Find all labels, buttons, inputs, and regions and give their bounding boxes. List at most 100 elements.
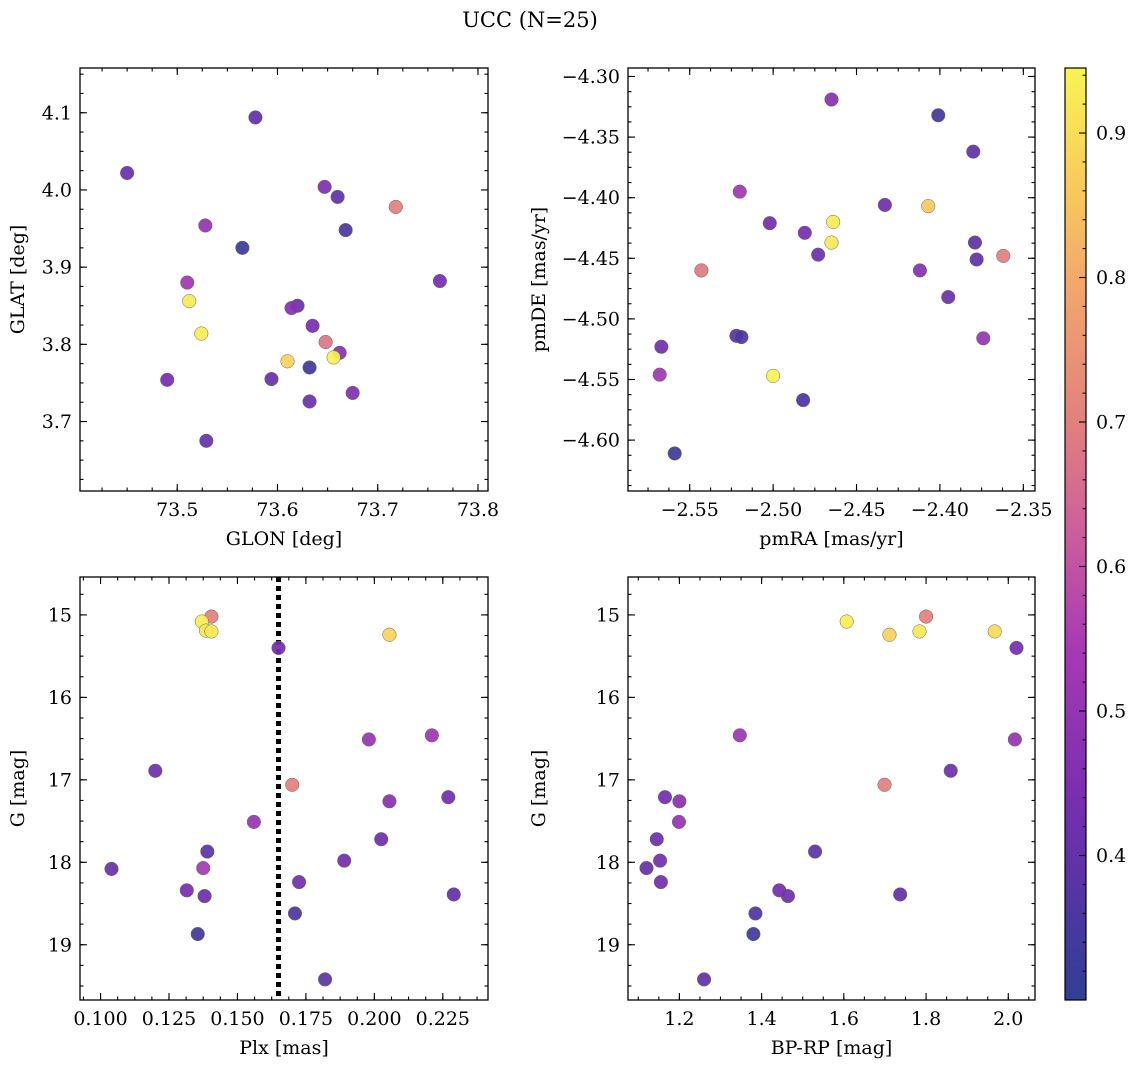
- data-point: [839, 614, 854, 629]
- data-point: [639, 861, 654, 876]
- y-tick-label: −4.50: [562, 308, 620, 330]
- y-tick-label: 17: [48, 769, 72, 791]
- data-point: [996, 248, 1011, 263]
- data-point: [441, 790, 456, 805]
- x-tick-label: 73.8: [457, 499, 499, 521]
- y-tick-label: 19: [48, 934, 72, 956]
- data-point: [424, 728, 439, 743]
- data-point: [796, 393, 811, 408]
- data-point: [160, 372, 175, 387]
- data-point: [196, 861, 211, 876]
- x-tick-label: 1.2: [664, 1008, 694, 1030]
- data-point: [432, 273, 447, 289]
- data-point: [287, 906, 303, 921]
- data-point: [305, 318, 320, 333]
- x-axis-label: pmRA [mas/yr]: [759, 528, 903, 550]
- y-tick-label: −4.55: [562, 369, 620, 391]
- data-point: [1007, 732, 1022, 747]
- data-point: [361, 732, 376, 747]
- y-tick-label: −4.30: [562, 66, 620, 88]
- x-tick-label: 0.125: [142, 1008, 196, 1030]
- y-tick-label: −4.60: [562, 430, 620, 452]
- y-tick-label: 3.8: [42, 334, 72, 356]
- x-tick-label: 1.4: [747, 1008, 777, 1030]
- panel-glon-glat: 73.5 73.6 73.7 73.8 3.7 3.8 3.9 4.0 4.1 GLON [deg…: [7, 67, 499, 550]
- data-point: [734, 330, 749, 345]
- y-tick-label: 18: [48, 852, 72, 874]
- axis-ticks: [80, 68, 488, 491]
- data-point: [694, 263, 709, 278]
- data-point: [318, 972, 333, 987]
- data-point: [877, 197, 892, 213]
- y-tick-label: 3.9: [42, 257, 72, 279]
- data-point: [182, 294, 197, 309]
- x-tick-label: 0.175: [279, 1008, 333, 1030]
- y-axis-label: pmDE [mas/yr]: [528, 207, 550, 352]
- colorbar-ticks: 0.4 0.5 0.6 0.7 0.8 0.9: [1079, 74, 1126, 1001]
- data-point: [180, 275, 195, 290]
- axis-ticks: [628, 577, 1035, 1000]
- data-point: [246, 814, 261, 829]
- data-point: [654, 339, 669, 354]
- data-point: [671, 814, 687, 829]
- data-point: [931, 108, 946, 123]
- x-tick-label: 0.200: [347, 1008, 401, 1030]
- y-axis-label: G [mag]: [528, 750, 550, 828]
- data-point: [235, 240, 250, 255]
- data-point: [943, 763, 958, 778]
- data-point: [780, 889, 795, 904]
- x-tick-label: 1.6: [829, 1008, 859, 1030]
- data-point: [197, 889, 212, 904]
- data-point: [893, 887, 908, 902]
- data-point: [826, 214, 841, 229]
- data-point: [824, 92, 839, 107]
- data-point: [326, 350, 341, 365]
- data-point: [732, 728, 747, 743]
- data-point: [248, 110, 263, 125]
- colorbar-tick-label: 0.7: [1096, 412, 1126, 434]
- x-axis-label: GLON [deg]: [226, 528, 342, 550]
- data-point: [748, 906, 763, 921]
- axis-ticks: [80, 577, 488, 1000]
- data-point: [388, 199, 403, 214]
- data-point: [148, 763, 163, 778]
- x-tick-label: 1.8: [911, 1008, 941, 1030]
- data-point: [941, 290, 956, 305]
- x-tick-label: 73.7: [357, 499, 399, 521]
- data-point: [877, 777, 892, 792]
- y-tick-label: 18: [596, 852, 620, 874]
- data-point: [808, 844, 823, 859]
- data-point: [967, 235, 983, 250]
- data-point: [987, 624, 1002, 639]
- data-point: [976, 331, 991, 346]
- data-point: [280, 354, 295, 369]
- x-tick-label: −2.55: [661, 499, 719, 521]
- colorbar-tick-label: 0.5: [1096, 701, 1126, 723]
- data-point: [292, 875, 307, 890]
- x-tick-label: −2.40: [911, 499, 969, 521]
- y-tick-label: 17: [596, 769, 620, 791]
- data-point: [912, 263, 927, 278]
- y-tick-label: 3.7: [42, 411, 72, 433]
- data-point: [179, 883, 194, 898]
- data-point: [302, 394, 317, 409]
- data-point: [446, 887, 461, 902]
- plot-area: [628, 577, 1035, 1000]
- data-point: [374, 832, 389, 847]
- data-point: [919, 609, 934, 624]
- data-point: [264, 372, 279, 387]
- data-point: [345, 385, 360, 401]
- y-tick-label: 4.0: [42, 179, 72, 201]
- data-point: [330, 189, 345, 204]
- y-axis-label: GLAT [deg]: [7, 225, 29, 335]
- data-point: [382, 627, 397, 642]
- x-tick-label: 0.100: [73, 1008, 127, 1030]
- colorbar-tick-label: 0.8: [1096, 267, 1126, 289]
- y-axis-label: G [mag]: [7, 750, 29, 828]
- x-tick-label: 0.225: [416, 1008, 470, 1030]
- data-point: [921, 199, 936, 214]
- data-point: [697, 972, 712, 987]
- colorbar-tick-label: 0.6: [1096, 556, 1126, 578]
- axis-ticks: [628, 68, 1035, 491]
- data-point: [969, 252, 984, 267]
